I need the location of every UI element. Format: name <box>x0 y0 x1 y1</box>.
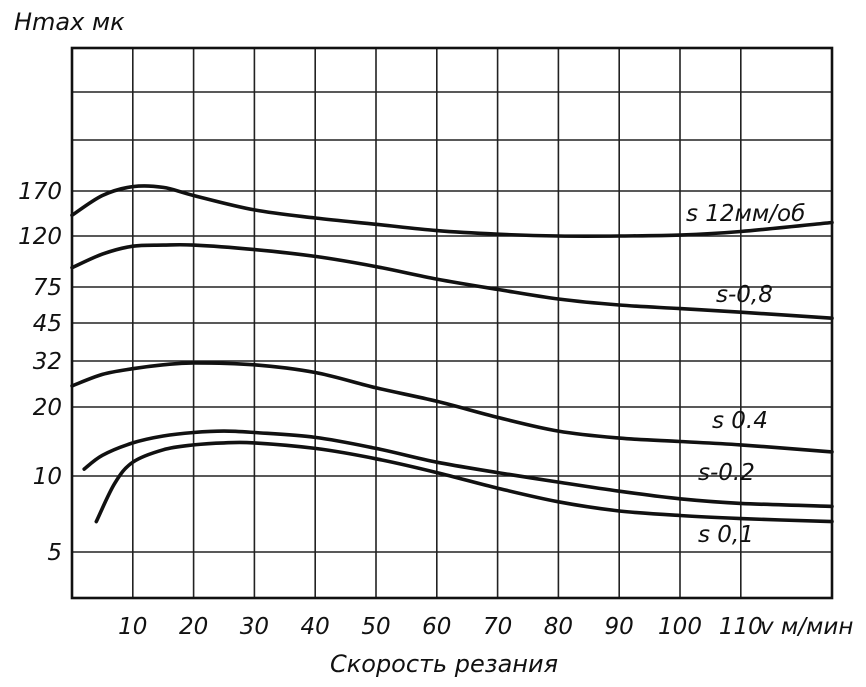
x-axis-label: Скорость резания <box>330 650 558 678</box>
y-tick-label: 10 <box>33 464 62 490</box>
x-tick-label: 20 <box>179 614 208 640</box>
x-tick-label: 90 <box>605 614 634 640</box>
y-tick-label: 5 <box>47 540 62 566</box>
x-tick-label: 70 <box>483 614 512 640</box>
y-tick-label: 120 <box>18 224 62 250</box>
series-line <box>82 429 834 509</box>
series-label: s 12мм/об <box>686 201 805 227</box>
x-unit-label: v м/мин <box>760 614 853 640</box>
x-tick-label: 110 <box>719 614 763 640</box>
series-label: s-0.2 <box>698 460 755 486</box>
series-label: s 0.4 <box>712 408 768 434</box>
series-line <box>70 242 834 320</box>
y-tick-label: 75 <box>33 275 62 301</box>
x-tick-label: 40 <box>301 614 330 640</box>
x-tick-labels: 10 20 30 40 50 60 70 80 90 100 110 <box>118 614 763 640</box>
series-line <box>70 361 834 454</box>
series-label: s-0,8 <box>716 282 773 308</box>
series-label: s 0,1 <box>698 522 754 548</box>
plot-frame <box>70 46 834 600</box>
series-lines <box>70 184 834 524</box>
x-tick-label: 10 <box>118 614 147 640</box>
x-tick-label: 60 <box>422 614 451 640</box>
y-tick-label: 45 <box>33 311 62 337</box>
series-line <box>94 440 834 524</box>
y-tick-label: 170 <box>18 179 62 205</box>
series-labels: s 12мм/об s-0,8 s 0.4 s-0.2 s 0,1 <box>686 201 805 548</box>
y-axis-label: Hmax мк <box>14 8 125 36</box>
series-line <box>70 184 834 238</box>
y-tick-label: 20 <box>33 395 62 421</box>
grid <box>72 48 832 598</box>
x-tick-label: 50 <box>361 614 390 640</box>
y-tick-labels: 5 10 20 32 45 75 120 170 <box>18 179 62 566</box>
x-tick-label: 100 <box>658 614 702 640</box>
x-tick-label: 80 <box>544 614 573 640</box>
x-tick-label: 30 <box>240 614 269 640</box>
y-tick-label: 32 <box>33 349 62 375</box>
